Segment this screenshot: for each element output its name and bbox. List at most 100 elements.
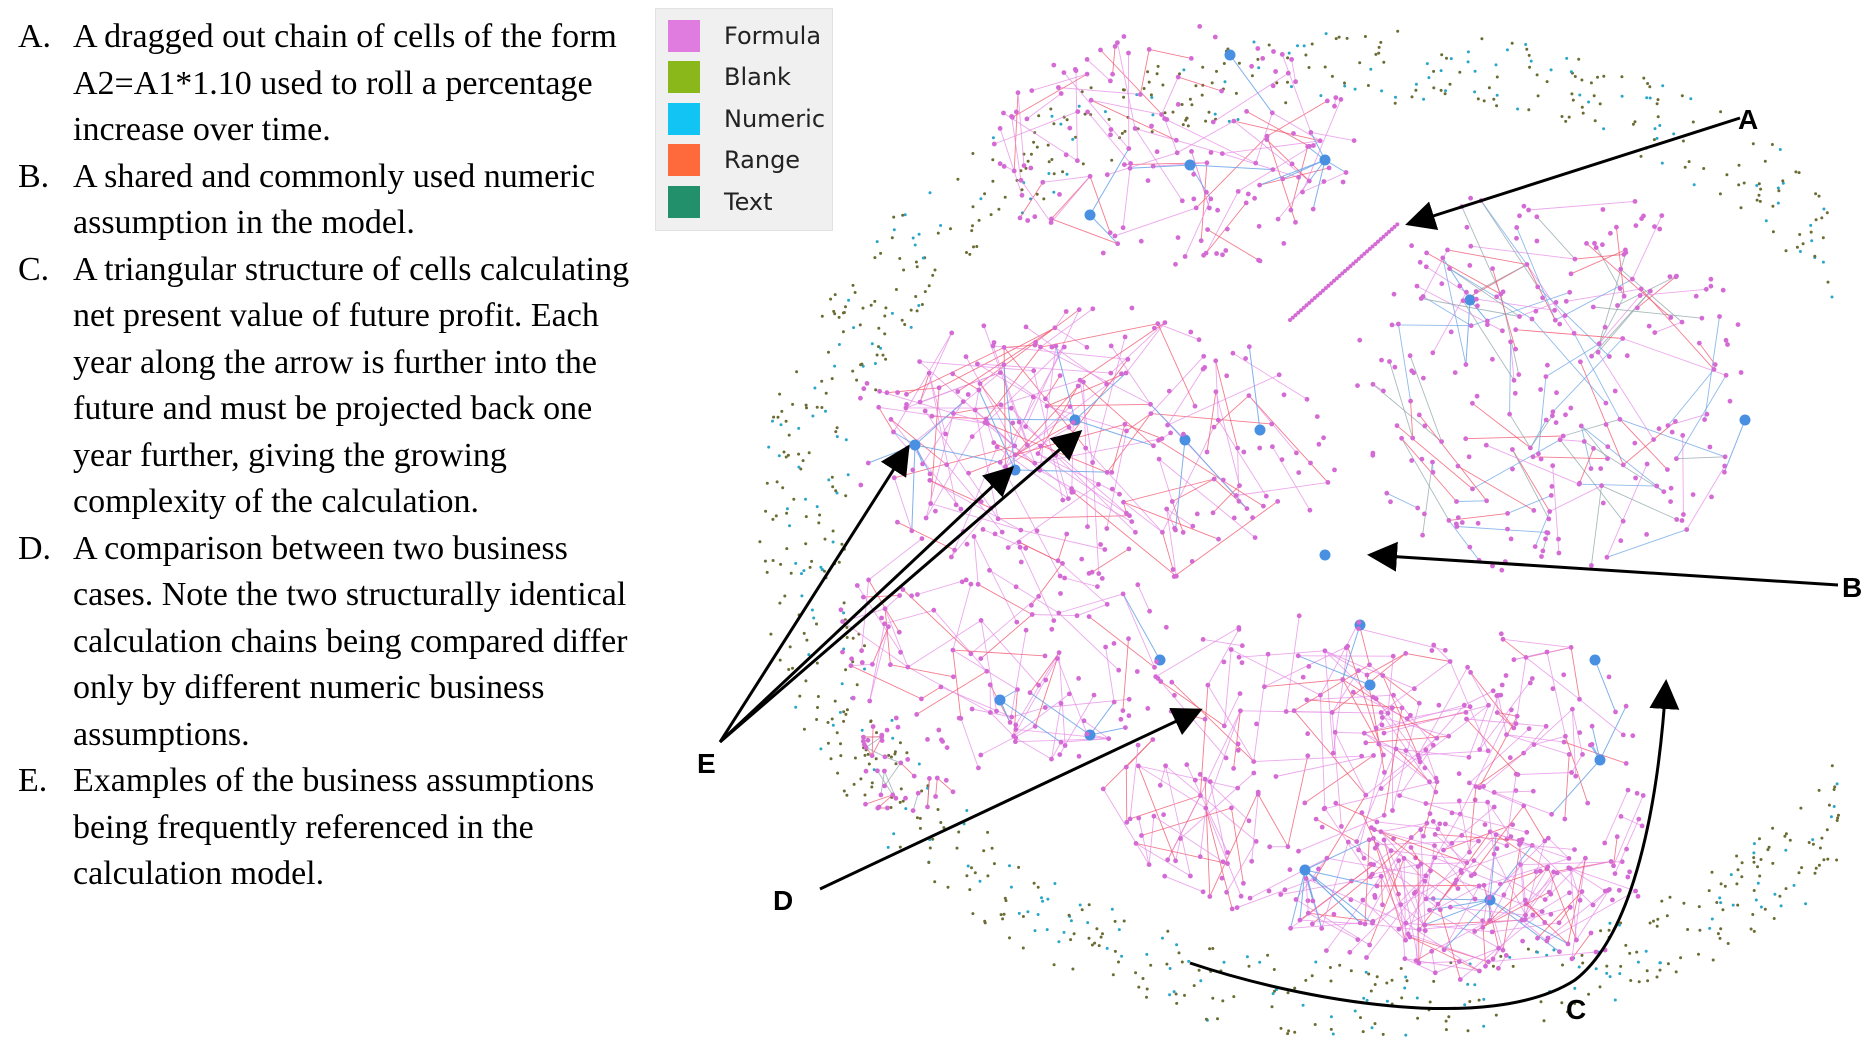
formula-cell-node (1013, 722, 1019, 728)
formula-cell-node (1062, 743, 1068, 748)
formula-cell-node (1422, 928, 1428, 934)
formula-cell-node (1725, 342, 1730, 347)
formula-cell-node (1202, 365, 1208, 370)
formula-cell-node (1281, 392, 1287, 398)
chain-cell-node (1378, 237, 1383, 242)
unconnected-cell-dot (1466, 50, 1470, 54)
chain-cell-node (1288, 318, 1292, 322)
formula-cell-node (1565, 941, 1571, 947)
dependency-edge (871, 726, 874, 756)
unconnected-cell-dot (1145, 952, 1149, 956)
formula-cell-node (1235, 189, 1241, 194)
formula-cell-node (1563, 298, 1569, 304)
formula-cell-node (1213, 358, 1219, 364)
formula-cell-node (1104, 172, 1110, 178)
unconnected-cell-dot (1833, 785, 1837, 789)
formula-cell-node (915, 592, 920, 597)
dependency-edge (1631, 215, 1663, 280)
formula-cell-node (1543, 417, 1549, 423)
dependency-edge (1559, 439, 1624, 522)
unconnected-cell-dot (830, 475, 834, 479)
formula-cell-node (1679, 518, 1685, 523)
formula-cell-node (1711, 367, 1717, 372)
formula-cell-node (1095, 584, 1100, 589)
unconnected-cell-dot (1652, 919, 1655, 923)
unconnected-cell-dot (784, 455, 788, 459)
unconnected-cell-dot (842, 601, 846, 605)
unconnected-cell-dot (1447, 1015, 1451, 1019)
formula-cell-node (1501, 892, 1507, 898)
formula-cell-node (1612, 388, 1618, 394)
unconnected-cell-dot (1757, 193, 1761, 197)
formula-cell-node (1540, 295, 1545, 301)
formula-cell-node (875, 805, 881, 811)
formula-cell-node (850, 695, 856, 701)
unconnected-cell-dot (1032, 881, 1036, 885)
formula-cell-node (1467, 544, 1473, 550)
unconnected-cell-dot (1759, 905, 1763, 909)
formula-cell-node (1034, 528, 1040, 534)
dependency-edge (1324, 650, 1415, 690)
dependency-edge (1205, 807, 1242, 897)
formula-cell-node (1122, 162, 1127, 168)
dependency-edge (1207, 684, 1255, 762)
formula-cell-node (1326, 165, 1332, 171)
unconnected-cell-dot (1026, 910, 1030, 914)
unconnected-cell-dot (840, 542, 844, 546)
formula-cell-node (882, 621, 887, 627)
formula-cell-node (1359, 810, 1365, 816)
numeric-assumption-node (1739, 414, 1751, 426)
formula-cell-node (1652, 330, 1658, 335)
formula-cell-node (1100, 786, 1106, 792)
formula-cell-node (1539, 909, 1545, 914)
dependency-edge (1601, 485, 1677, 520)
dependency-edge (1372, 863, 1421, 875)
unconnected-cell-dot (990, 846, 994, 850)
formula-cell-node (1378, 786, 1384, 791)
formula-cell-node (1442, 647, 1448, 653)
unconnected-cell-dot (942, 826, 946, 830)
unconnected-cell-dot (1781, 179, 1785, 183)
formula-cell-node (1490, 563, 1495, 569)
unconnected-cell-dot (1080, 908, 1084, 912)
dependency-edge (1459, 709, 1512, 815)
unconnected-cell-dot (824, 409, 827, 413)
unconnected-cell-dot (1536, 94, 1540, 98)
formula-cell-node (1250, 515, 1255, 521)
formula-cell-node (1029, 612, 1035, 617)
dependency-edge (1517, 772, 1572, 776)
formula-cell-node (905, 664, 911, 670)
dependency-edge (1389, 361, 1414, 439)
dependency-edge (1013, 92, 1019, 171)
formula-cell-node (1163, 624, 1169, 630)
formula-cell-node (1518, 862, 1523, 868)
formula-cell-node (950, 371, 956, 377)
unconnected-cell-dot (1798, 250, 1802, 253)
formula-cell-node (877, 388, 882, 394)
formula-cell-node (978, 618, 984, 623)
unconnected-cell-dot (1755, 198, 1759, 202)
dependency-edge (1305, 878, 1407, 924)
dependency-edge (1570, 249, 1626, 275)
unconnected-cell-dot (1444, 89, 1447, 93)
unconnected-cell-dot (1181, 123, 1185, 127)
unconnected-cell-dot (1071, 967, 1075, 971)
dependency-edge (1537, 376, 1547, 454)
formula-cell-node (1530, 912, 1536, 918)
unconnected-cell-dot (1304, 53, 1308, 57)
annotation-text: A shared and commonly used numeric assum… (73, 157, 596, 242)
assumption-edge (1282, 159, 1326, 180)
chain-cell-node (1340, 271, 1345, 276)
unconnected-cell-dot (1719, 927, 1723, 931)
dependency-edge (1519, 301, 1557, 317)
formula-cell-node (1215, 207, 1220, 213)
formula-cell-node (1680, 433, 1686, 438)
formula-cell-node (1324, 948, 1329, 953)
formula-cell-node (977, 381, 983, 386)
formula-cell-node (1447, 904, 1453, 910)
unconnected-cell-dot (794, 705, 798, 709)
unconnected-cell-dot (1758, 874, 1762, 878)
chain-cell-node (1373, 242, 1378, 247)
formula-cell-node (1517, 314, 1522, 319)
formula-cell-node (1693, 293, 1699, 299)
